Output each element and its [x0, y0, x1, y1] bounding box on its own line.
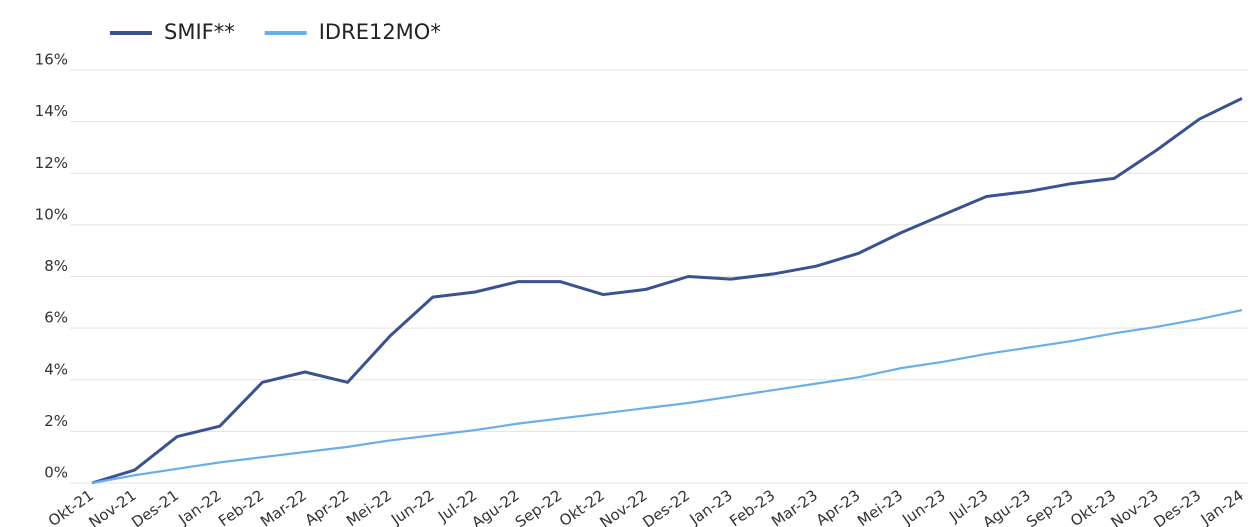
legend-label: IDRE12MO* — [319, 20, 441, 44]
x-tick-label: Mei-22 — [343, 486, 395, 527]
series-line — [91, 308, 1243, 485]
legend-label: SMIF** — [164, 20, 235, 44]
x-tick-label: Jan-23 — [686, 486, 736, 527]
y-tick-label: 2% — [44, 412, 68, 430]
y-tick-label: 12% — [35, 154, 68, 172]
x-tick-label: Apr-22 — [302, 486, 353, 527]
x-tick-label: Des-21 — [128, 486, 182, 527]
y-tick-label: 10% — [35, 205, 68, 223]
x-tick-label: Jun-23 — [898, 486, 948, 527]
x-tick-label: Jan-22 — [174, 486, 224, 527]
y-tick-label: 8% — [44, 257, 68, 275]
x-tick-label: Des-23 — [1150, 486, 1204, 527]
x-tick-label: Jun-22 — [387, 486, 437, 527]
x-tick-label: Des-22 — [639, 486, 693, 527]
y-tick-label: 14% — [35, 102, 68, 120]
x-tick-label: Mei-23 — [854, 486, 906, 527]
x-tick-label: Sep-22 — [512, 486, 566, 527]
x-tick-label: Mar-23 — [768, 486, 821, 527]
x-tick-label: Sep-23 — [1023, 486, 1077, 527]
series-line — [91, 97, 1243, 485]
x-tick-label: Jan-24 — [1197, 486, 1247, 527]
y-tick-label: 6% — [44, 309, 68, 327]
y-tick-label: 0% — [44, 464, 68, 482]
y-tick-label: 16% — [35, 51, 68, 69]
x-tick-label: Mar-22 — [257, 486, 310, 527]
y-tick-label: 4% — [44, 360, 68, 378]
x-tick-label: Apr-23 — [813, 486, 864, 527]
